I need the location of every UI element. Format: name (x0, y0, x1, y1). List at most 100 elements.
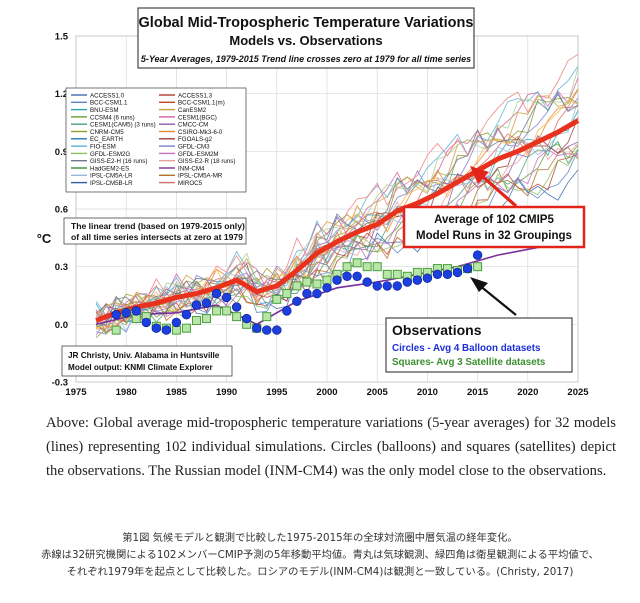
observations-arrow (478, 284, 517, 316)
balloon-circle-point (372, 281, 382, 291)
y-tick-label: 0.0 (55, 320, 68, 331)
model-run-line (95, 66, 579, 320)
chart-title: Global Mid-Tropospheric Temperature Vari… (139, 15, 474, 31)
legend-box (65, 87, 247, 193)
balloon-circle-point (131, 306, 141, 316)
legend-item-label: CCSM4 (6 runs) (90, 114, 135, 121)
x-tick-label: 1990 (216, 387, 237, 398)
balloon-circle-point (362, 277, 372, 287)
balloon-circle-point (272, 325, 282, 335)
series-inm-cm4-line (95, 240, 579, 326)
x-tick-label: 2015 (467, 387, 489, 398)
balloon-circle-point (262, 325, 272, 335)
satellite-square-point (312, 279, 322, 289)
observations-title: Observations (392, 322, 482, 338)
balloon-circle-point (472, 250, 483, 260)
legend-item-label: IPSL-CM5A-MR (178, 173, 223, 180)
model-average-label-2: Model Runs in 32 Groupings (416, 230, 572, 242)
model-average-box (402, 205, 586, 249)
chart-svg: -0.30.00.30.60.91.21.5 1975 1980 1985 1990 1… (36, 7, 590, 398)
x-tick-label: 2020 (517, 387, 538, 398)
balloon-circle-point (231, 302, 242, 312)
y-tick-label: 1.5 (55, 32, 69, 43)
balloon-circle-point (252, 323, 262, 333)
legend-item-label: BCC-CSM1.1(m) (178, 100, 225, 107)
series-layer (95, 118, 580, 335)
satellite-square-point (111, 325, 121, 335)
y-tick-label: 0.6 (55, 205, 68, 216)
balloon-circle-point (392, 281, 402, 291)
legend-item-label: IPSL-CM5A-LR (90, 173, 133, 180)
balloon-circle-point (171, 317, 182, 328)
y-tick-label: 0.9 (55, 147, 68, 158)
balloon-circle-point (191, 300, 202, 310)
x-tick-label: 1985 (166, 387, 188, 398)
y-axis-label: °C (37, 231, 52, 246)
satellite-square-point (181, 323, 191, 333)
model-average-label-1: Average of 102 CMIP5 (434, 214, 554, 226)
caption-japanese-line-2: 赤線は32研究機関による102メンバーCMIP予測の5年移動平均値。青丸は気球観… (41, 549, 599, 561)
balloon-circle-point (221, 292, 232, 303)
observations-box (385, 317, 573, 373)
satellite-square-point (292, 281, 302, 291)
model-run-line (95, 117, 579, 324)
x-tick-label: 1995 (266, 387, 288, 398)
credit-line-1: JR Christy, Univ. Alabama in Huntsville (68, 351, 220, 360)
balloon-circle-point (452, 267, 463, 278)
balloon-circle-point (151, 323, 162, 333)
satellite-square-point (302, 277, 312, 287)
satellite-square-point (473, 262, 483, 272)
balloon-circle-point (352, 271, 362, 281)
observations-arrowhead (470, 277, 488, 292)
satellite-square-point (362, 262, 372, 272)
legend-item-label: CSIRO-Mk3-6-0 (178, 129, 223, 136)
balloon-circle-point (422, 273, 433, 283)
balloon-circle-point (322, 283, 332, 293)
satellite-square-point (171, 325, 181, 335)
satellite-square-point (372, 262, 382, 272)
balloon-circle-point (462, 263, 473, 274)
legend-item-label: BCC-CSM1.1 (90, 100, 128, 107)
legend-item-label: CanESM2 (178, 107, 207, 114)
balloon-circle-point (111, 310, 121, 320)
caption-japanese-line-3: それぞれ1979年を起点として比較した。ロシアのモデル(INM-CM4)は観測と… (66, 566, 574, 578)
satellite-square-point (212, 306, 222, 316)
balloon-circle-point (342, 271, 352, 281)
satellite-square-point (322, 275, 332, 285)
balloon-circle-point (282, 306, 292, 316)
legend-item-label: CNRM-CM5 (90, 129, 124, 136)
satellite-square-point (392, 269, 402, 279)
satellite-square-point (191, 315, 201, 325)
credit-box (61, 345, 233, 377)
legend-item-label: MIROC5 (178, 180, 203, 187)
y-tick-label: 1.2 (55, 89, 68, 100)
credit-line-2: Model output: KNMI Climate Explorer (68, 363, 213, 372)
model-run-line (95, 88, 579, 327)
balloon-circle-point (141, 317, 151, 328)
trend-note-box (63, 217, 247, 245)
satellite-square-point (222, 306, 232, 316)
legend-item-label: IPSL-CM5B-LR (90, 180, 133, 187)
x-tick-label: 2005 (367, 387, 389, 398)
x-tick-label: 2010 (417, 387, 438, 398)
observations-circles-label: Circles - Avg 4 Balloon datasets (392, 343, 541, 354)
model-run-line (95, 91, 579, 335)
legend-item-label: GFDL-ESM2M (178, 151, 219, 158)
model-run-line (95, 93, 579, 327)
x-tick-label: 2000 (316, 387, 337, 398)
satellite-square-point (272, 294, 282, 304)
x-tick-label: 1975 (65, 387, 87, 398)
satellite-square-point (382, 269, 392, 279)
model-run-line (95, 149, 579, 336)
satellite-square-point (202, 314, 212, 324)
balloon-circle-point (332, 275, 342, 285)
legend-item-label: FIO-ESM (90, 144, 116, 151)
caption-japanese: 第1図 気候モデルと観測で比較した1975-2015年の全球対流圏中層気温の経年… (0, 530, 640, 581)
trend-note-line-2: of all time series intersects at zero at… (71, 232, 243, 242)
x-tick-label: 1980 (116, 387, 137, 398)
legend-item-label: GFDL-ESM2G (90, 151, 130, 158)
balloon-circle-point (312, 288, 322, 299)
model-average-arrowhead (470, 166, 489, 184)
y-tick-label: -0.3 (52, 378, 68, 389)
chart-subtitle: Models vs. Observations (229, 33, 382, 48)
